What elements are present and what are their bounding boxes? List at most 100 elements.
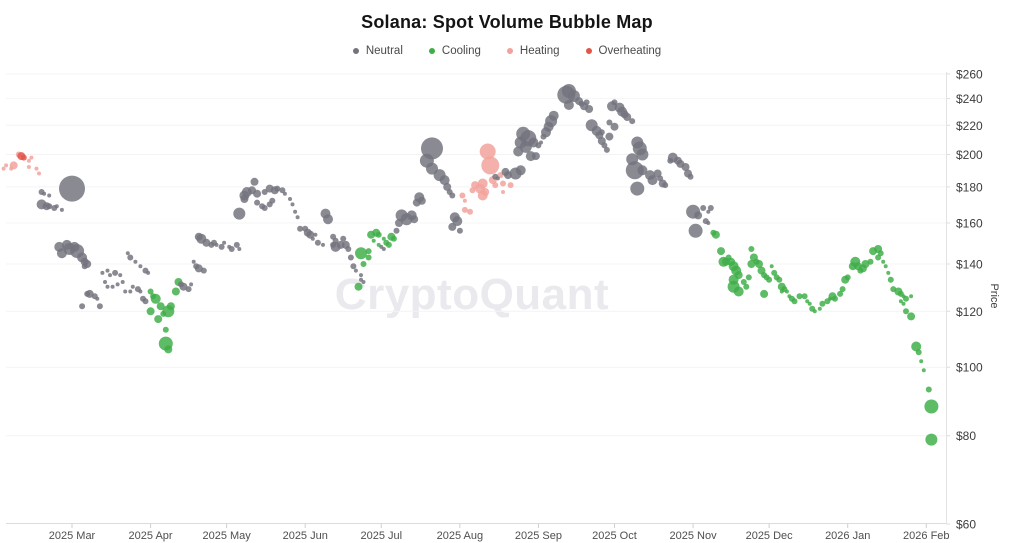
bubble-cooling[interactable]	[915, 349, 922, 356]
bubble-heating[interactable]	[37, 171, 41, 176]
bubble-cooling[interactable]	[717, 247, 725, 256]
bubble-neutral[interactable]	[417, 196, 426, 205]
bubble-neutral[interactable]	[605, 132, 614, 141]
bubble-neutral[interactable]	[350, 263, 357, 270]
bubble-neutral[interactable]	[295, 215, 300, 220]
bubble-neutral[interactable]	[583, 99, 590, 106]
bubble-neutral[interactable]	[142, 298, 149, 305]
bubble-cooling[interactable]	[925, 386, 932, 393]
bubble-cooling[interactable]	[875, 254, 882, 261]
bubble-neutral[interactable]	[59, 175, 85, 202]
bubble-neutral[interactable]	[539, 140, 543, 145]
bubble-neutral[interactable]	[288, 197, 292, 201]
bubble-neutral[interactable]	[194, 264, 203, 273]
bubble-heating[interactable]	[29, 155, 34, 160]
bubble-neutral[interactable]	[279, 187, 286, 194]
bubble-heating[interactable]	[462, 198, 467, 203]
bubble-neutral[interactable]	[297, 225, 304, 232]
bubble-cooling[interactable]	[733, 286, 744, 297]
bubble-neutral[interactable]	[290, 202, 295, 207]
bubble-neutral[interactable]	[202, 238, 211, 247]
bubble-cooling[interactable]	[784, 289, 789, 294]
bubble-cooling[interactable]	[909, 294, 914, 299]
bubble-neutral[interactable]	[393, 227, 400, 234]
bubble-neutral[interactable]	[95, 296, 100, 301]
bubble-neutral[interactable]	[261, 205, 268, 211]
bubble-neutral[interactable]	[83, 260, 92, 268]
bubble-cooling[interactable]	[365, 254, 372, 261]
bubble-neutral[interactable]	[123, 289, 128, 294]
bubble-neutral[interactable]	[707, 205, 714, 211]
bubble-heating[interactable]	[1, 166, 6, 171]
bubble-cooling[interactable]	[745, 274, 752, 281]
bubble-cooling[interactable]	[877, 250, 884, 257]
bubble-neutral[interactable]	[636, 148, 649, 161]
bubble-neutral[interactable]	[601, 142, 608, 149]
bubble-neutral[interactable]	[410, 215, 419, 224]
bubble-neutral[interactable]	[623, 113, 632, 121]
bubble-cooling[interactable]	[365, 248, 372, 255]
bubble-neutral[interactable]	[563, 100, 574, 110]
bubble-heating[interactable]	[9, 161, 18, 170]
bubble-neutral[interactable]	[585, 105, 594, 113]
bubble-neutral[interactable]	[254, 199, 261, 206]
bubble-neutral[interactable]	[700, 205, 707, 211]
bubble-neutral[interactable]	[321, 242, 325, 247]
bubble-cooling[interactable]	[805, 299, 810, 304]
bubble-neutral[interactable]	[237, 247, 242, 251]
bubble-heating[interactable]	[501, 190, 505, 194]
bubble-neutral[interactable]	[314, 239, 321, 246]
bubble-neutral[interactable]	[100, 270, 105, 275]
bubble-cooling[interactable]	[925, 433, 938, 446]
bubble-cooling[interactable]	[919, 359, 924, 364]
bubble-neutral[interactable]	[233, 241, 240, 248]
bubble-neutral[interactable]	[138, 289, 143, 294]
bubble-neutral[interactable]	[310, 236, 315, 241]
bubble-neutral[interactable]	[222, 240, 227, 245]
bubble-neutral[interactable]	[274, 185, 281, 192]
bubble-cooling[interactable]	[861, 260, 870, 268]
bubble-neutral[interactable]	[381, 247, 386, 251]
bubble-neutral[interactable]	[84, 290, 91, 297]
bubble-cooling[interactable]	[385, 241, 392, 248]
bubble-cooling[interactable]	[921, 368, 926, 373]
bubble-cooling[interactable]	[166, 302, 175, 311]
bubble-neutral[interactable]	[637, 165, 648, 176]
bubble-cooling[interactable]	[839, 286, 846, 293]
bubble-cooling[interactable]	[901, 301, 906, 306]
bubble-heating[interactable]	[507, 182, 514, 189]
bubble-neutral[interactable]	[443, 182, 452, 191]
bubble-neutral[interactable]	[610, 122, 619, 131]
bubble-cooling[interactable]	[711, 230, 720, 239]
bubble-heating[interactable]	[26, 158, 31, 163]
bubble-neutral[interactable]	[228, 246, 235, 252]
bubble-neutral[interactable]	[456, 227, 463, 234]
bubble-cooling[interactable]	[903, 295, 909, 302]
bubble-neutral[interactable]	[452, 216, 463, 227]
legend-item-overheating[interactable]: Overheating	[585, 45, 661, 57]
bubble-neutral[interactable]	[687, 173, 694, 180]
bubble-neutral[interactable]	[495, 176, 500, 181]
bubble-cooling[interactable]	[146, 307, 155, 316]
bubble-cooling[interactable]	[147, 288, 154, 295]
bubble-neutral[interactable]	[189, 282, 194, 287]
bubble-neutral[interactable]	[233, 207, 246, 220]
bubble-neutral[interactable]	[515, 165, 526, 176]
bubble-neutral[interactable]	[253, 189, 262, 198]
bubble-neutral[interactable]	[130, 284, 135, 289]
bubble-neutral[interactable]	[647, 175, 658, 186]
bubble-cooling[interactable]	[812, 309, 817, 314]
bubble-cooling[interactable]	[381, 236, 386, 241]
bubble-neutral[interactable]	[282, 191, 287, 196]
bubble-cooling[interactable]	[755, 260, 763, 268]
bubble-neutral[interactable]	[681, 163, 690, 171]
bubble-cooling[interactable]	[769, 264, 774, 269]
bubble-cooling[interactable]	[898, 299, 903, 304]
bubble-neutral[interactable]	[694, 211, 703, 220]
bubble-cooling[interactable]	[887, 276, 894, 283]
bubble-cooling[interactable]	[924, 399, 939, 414]
bubble-cooling[interactable]	[883, 264, 888, 269]
bubble-neutral[interactable]	[112, 269, 119, 276]
legend-item-cooling[interactable]: Cooling	[428, 45, 481, 57]
bubble-neutral[interactable]	[54, 204, 59, 209]
